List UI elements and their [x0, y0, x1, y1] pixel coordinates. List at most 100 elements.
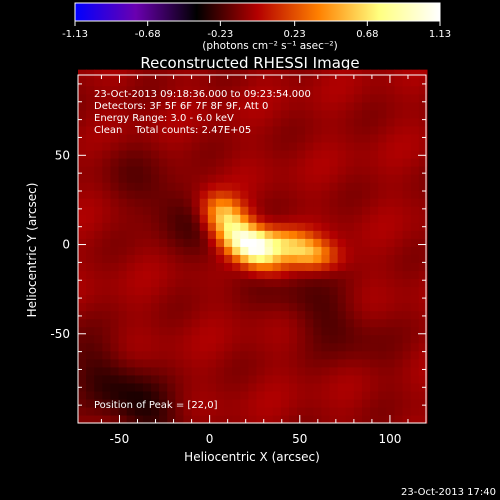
heatmap-cell [378, 85, 387, 95]
heatmap-cell [215, 222, 225, 231]
heatmap-cell [272, 166, 282, 175]
heatmap-cell [102, 302, 112, 312]
heatmap-cell [102, 198, 112, 207]
heatmap-cell [118, 302, 128, 312]
heatmap-cell [353, 77, 363, 87]
heatmap-cell [240, 382, 249, 392]
heatmap-cell [272, 246, 282, 255]
heatmap-cell [224, 166, 233, 175]
heatmap-cell [134, 190, 144, 199]
heatmap-cell [215, 198, 225, 207]
heatmap-cell [272, 125, 282, 135]
heatmap-cell [183, 374, 193, 384]
heatmap-cell [94, 302, 103, 312]
heatmap-cell [378, 117, 387, 127]
heatmap-cell [248, 133, 258, 143]
heatmap-cell [264, 77, 274, 87]
heatmap-cell [199, 109, 209, 119]
heatmap-cell [272, 69, 282, 79]
y-tick-label: -50 [50, 327, 70, 341]
heatmap-cell [418, 238, 428, 247]
heatmap-cell [402, 302, 412, 312]
heatmap-cell [126, 342, 136, 352]
heatmap-cell [207, 85, 217, 95]
heatmap-cell [215, 334, 225, 344]
heatmap-cell [134, 278, 144, 288]
heatmap-cell [142, 157, 152, 167]
heatmap-cell [159, 318, 168, 328]
heatmap-cell [159, 398, 168, 408]
heatmap-cell [370, 262, 379, 272]
heatmap-cell [175, 101, 185, 111]
heatmap-cell [321, 294, 331, 304]
heatmap-cell [345, 382, 355, 392]
heatmap-cell [361, 222, 371, 231]
heatmap-cell [264, 174, 274, 183]
heatmap-cell [288, 206, 298, 215]
heatmap-cell [232, 326, 241, 336]
heatmap-cell [280, 230, 290, 239]
heatmap-cell [207, 414, 217, 424]
heatmap-cell [256, 133, 266, 143]
heatmap-cell [207, 133, 217, 143]
heatmap-cell [248, 294, 258, 304]
heatmap-cell [353, 190, 363, 199]
heatmap-cell [361, 198, 371, 207]
heatmap-cell [361, 342, 371, 352]
heatmap-cell [224, 390, 233, 400]
heatmap-cell [175, 262, 185, 272]
heatmap-cell [175, 286, 185, 296]
heatmap-cell [240, 326, 249, 336]
heatmap-cell [183, 238, 193, 247]
heatmap-cell [183, 157, 193, 167]
heatmap-cell [110, 326, 120, 336]
heatmap-cell [151, 174, 160, 183]
heatmap-cell [183, 174, 193, 183]
heatmap-cell [280, 109, 290, 119]
heatmap-cell [256, 125, 266, 135]
heatmap-cell [142, 286, 152, 296]
heatmap-cell [118, 117, 128, 127]
heatmap-cell [224, 149, 233, 159]
heatmap-cell [175, 157, 185, 167]
heatmap-cell [191, 278, 201, 288]
heatmap-cell [288, 230, 298, 239]
heatmap-cell [159, 334, 168, 344]
heatmap-cell [410, 414, 420, 424]
heatmap-cell [402, 406, 412, 416]
colorbar-label: (photons cm⁻² s⁻¹ asec⁻²) [202, 40, 337, 52]
heatmap-cell [329, 190, 339, 199]
heatmap-cell [370, 109, 379, 119]
heatmap-cell [191, 286, 201, 296]
heatmap-cell [288, 117, 298, 127]
heatmap-cell [102, 174, 112, 183]
heatmap-cell [329, 93, 339, 103]
heatmap-cell [394, 206, 404, 215]
heatmap-cell [280, 166, 290, 175]
heatmap-cell [199, 182, 209, 191]
heatmap-cell [126, 77, 136, 87]
heatmap-cell [232, 190, 241, 199]
heatmap-cell [240, 133, 249, 143]
heatmap-cell [321, 117, 331, 127]
heatmap-cell [288, 358, 298, 368]
heatmap-cell [418, 398, 428, 408]
heatmap-cell [78, 310, 87, 320]
heatmap-cell [86, 334, 95, 344]
heatmap-cell [288, 302, 298, 312]
heatmap-cell [280, 133, 290, 143]
heatmap-cell [386, 414, 396, 424]
heatmap-cell [337, 286, 347, 296]
heatmap-cell [305, 382, 314, 392]
heatmap-cell [256, 77, 266, 87]
heatmap-cell [159, 366, 168, 376]
heatmap-cell [272, 190, 282, 199]
heatmap-cell [215, 141, 225, 151]
heatmap-cell [256, 174, 266, 183]
heatmap-cell [102, 182, 112, 191]
heatmap-cell [345, 238, 355, 247]
heatmap-cell [321, 109, 331, 119]
heatmap-cell [118, 262, 128, 272]
heatmap-cell [102, 166, 112, 175]
heatmap-cell [207, 398, 217, 408]
